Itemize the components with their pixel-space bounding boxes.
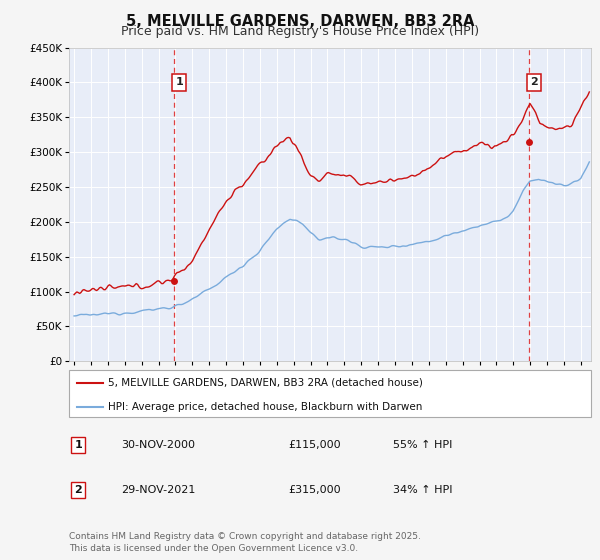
Text: 1: 1 <box>175 77 183 87</box>
Text: 55% ↑ HPI: 55% ↑ HPI <box>392 440 452 450</box>
Text: 5, MELVILLE GARDENS, DARWEN, BB3 2RA (detached house): 5, MELVILLE GARDENS, DARWEN, BB3 2RA (de… <box>108 378 423 388</box>
Text: 1: 1 <box>74 440 82 450</box>
Text: 2: 2 <box>530 77 538 87</box>
Text: 29-NOV-2021: 29-NOV-2021 <box>121 486 196 495</box>
Text: Contains HM Land Registry data © Crown copyright and database right 2025.
This d: Contains HM Land Registry data © Crown c… <box>69 533 421 553</box>
Text: 5, MELVILLE GARDENS, DARWEN, BB3 2RA: 5, MELVILLE GARDENS, DARWEN, BB3 2RA <box>126 14 474 29</box>
Text: £115,000: £115,000 <box>288 440 341 450</box>
Text: 30-NOV-2000: 30-NOV-2000 <box>121 440 195 450</box>
Text: HPI: Average price, detached house, Blackburn with Darwen: HPI: Average price, detached house, Blac… <box>108 402 422 412</box>
Text: 2: 2 <box>74 486 82 495</box>
Text: £315,000: £315,000 <box>288 486 341 495</box>
FancyBboxPatch shape <box>69 370 591 417</box>
Text: 34% ↑ HPI: 34% ↑ HPI <box>392 486 452 495</box>
Text: Price paid vs. HM Land Registry's House Price Index (HPI): Price paid vs. HM Land Registry's House … <box>121 25 479 38</box>
